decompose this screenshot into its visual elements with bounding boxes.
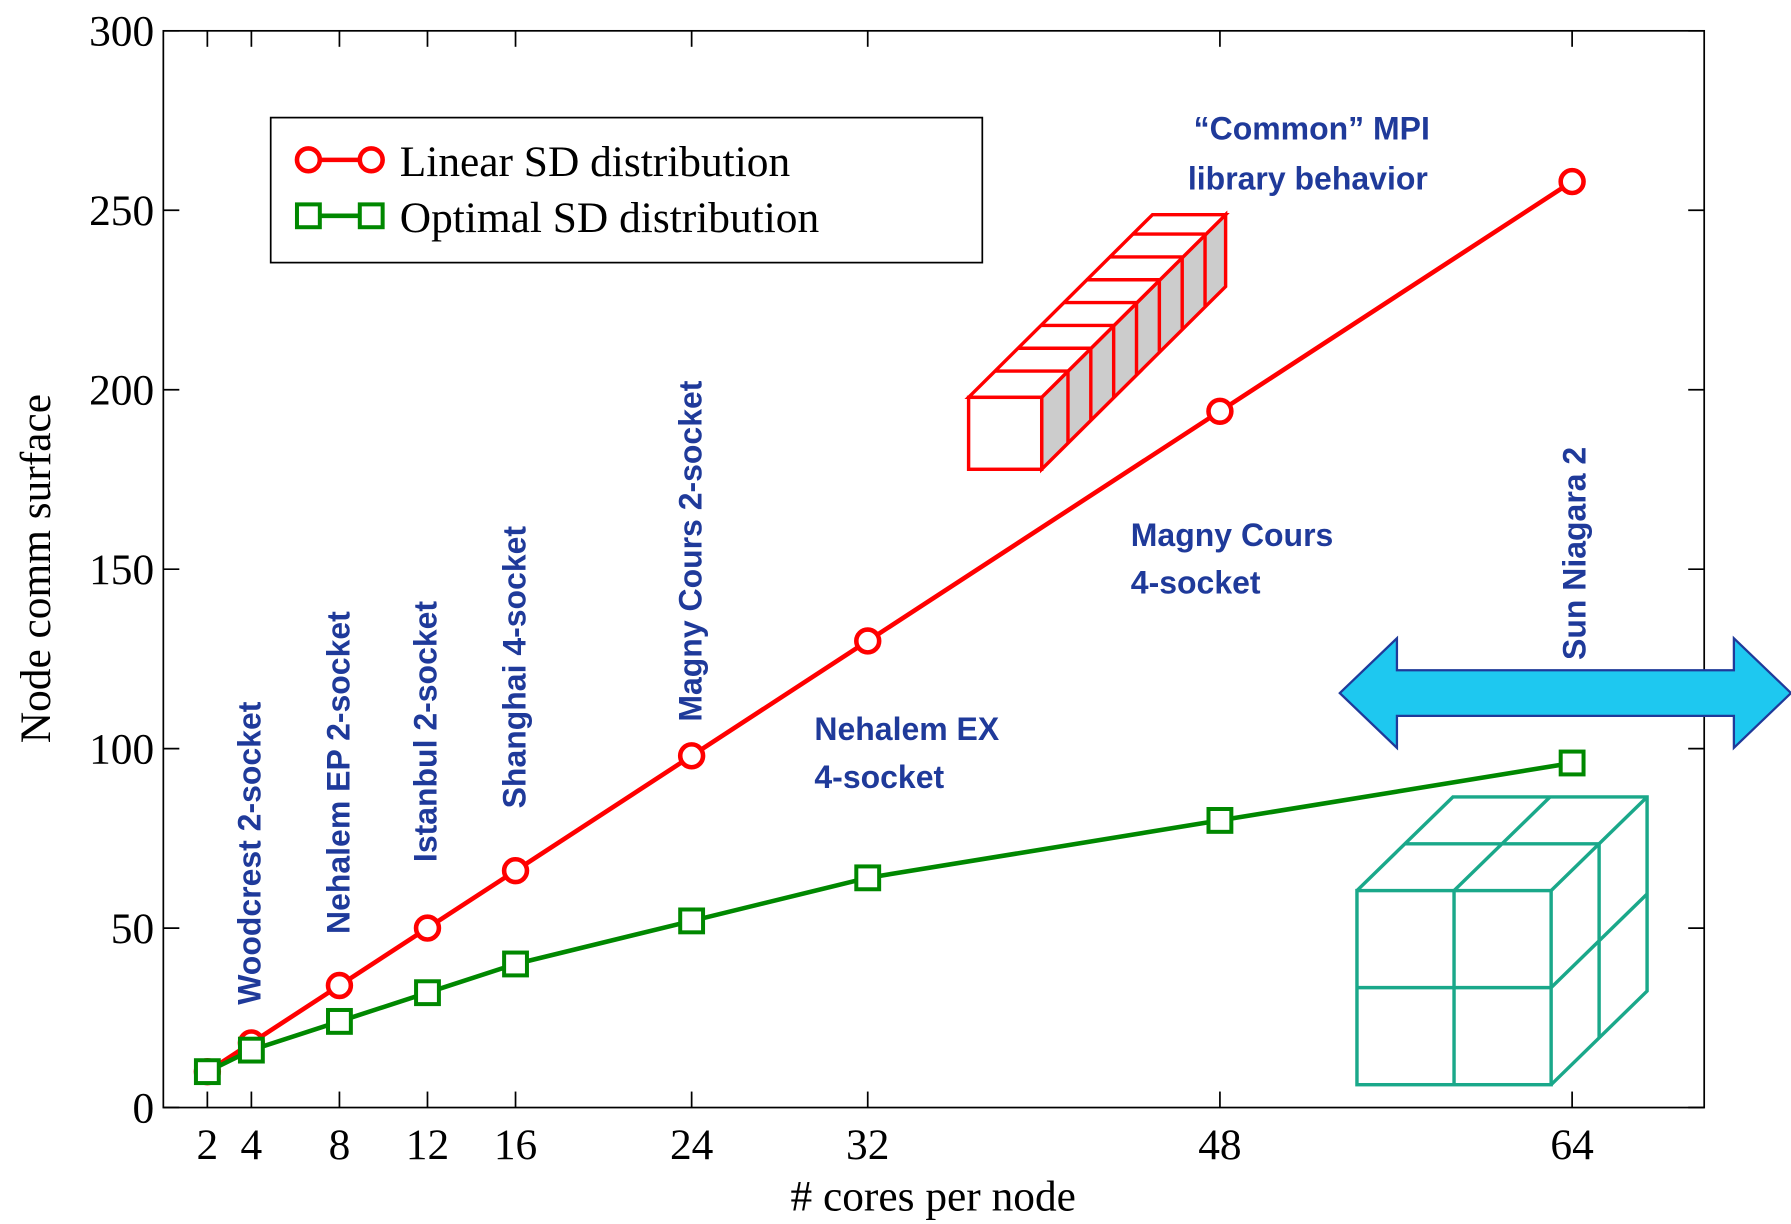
- annotation: Magny Cours 2-socket: [672, 380, 708, 721]
- data-point: [1561, 170, 1584, 193]
- y-tick-label: 250: [89, 187, 154, 235]
- annotation: Istanbul 2-socket: [407, 601, 443, 862]
- data-point: [416, 917, 439, 940]
- data-point: [504, 859, 527, 882]
- data-point: [856, 866, 879, 889]
- annotation: Shanghai 4-socket: [496, 526, 532, 809]
- data-point: [1561, 752, 1584, 775]
- x-tick-label: 24: [670, 1121, 714, 1169]
- y-axis-label: Node comm surface: [12, 394, 60, 743]
- annotation: 4-socket: [814, 759, 944, 795]
- data-point: [328, 974, 351, 997]
- annotation: Nehalem EX: [814, 711, 1000, 747]
- data-point: [680, 744, 703, 767]
- data-point: [680, 909, 703, 932]
- legend-marker: [297, 204, 320, 227]
- legend-marker: [297, 148, 320, 171]
- data-point: [240, 1039, 263, 1062]
- annotation: Nehalem EP 2-socket: [321, 611, 357, 934]
- y-tick-label: 150: [89, 546, 154, 594]
- chart: # cores per node Node comm surface 24812…: [0, 0, 1791, 1224]
- annotation: 4-socket: [1131, 565, 1261, 601]
- y-tick-label: 100: [89, 725, 154, 773]
- data-point: [196, 1060, 219, 1083]
- legend-marker: [360, 148, 383, 171]
- x-tick-label: 2: [197, 1121, 219, 1169]
- data-point: [1209, 400, 1232, 423]
- cube-decomposition: [1357, 797, 1647, 1085]
- annotation: “Common” MPI: [1194, 110, 1430, 146]
- annotation: Woodcrest 2-socket: [231, 701, 267, 1005]
- x-tick-label: 4: [241, 1121, 263, 1169]
- data-point: [328, 1010, 351, 1033]
- x-tick-label: 48: [1198, 1121, 1241, 1169]
- x-tick-label: 12: [406, 1121, 449, 1169]
- y-tick-label: 0: [133, 1084, 155, 1132]
- legend-label: Linear SD distribution: [400, 138, 791, 186]
- annotation: library behavior: [1188, 161, 1428, 197]
- data-point: [856, 630, 879, 653]
- legend-marker: [360, 204, 383, 227]
- annotation: Magny Cours: [1131, 517, 1334, 553]
- x-tick-label: 64: [1550, 1121, 1594, 1169]
- y-tick-label: 50: [111, 905, 154, 953]
- x-axis-label: # cores per node: [790, 1172, 1075, 1220]
- data-point: [504, 953, 527, 976]
- x-tick-label: 8: [329, 1121, 351, 1169]
- y-tick-label: 300: [89, 8, 154, 56]
- y-tick-label: 200: [89, 367, 154, 415]
- data-point: [416, 981, 439, 1004]
- annotation: Sun Niagara 2: [1556, 447, 1592, 660]
- x-tick-label: 32: [846, 1121, 889, 1169]
- x-tick-label: 16: [494, 1121, 537, 1169]
- legend-label: Optimal SD distribution: [400, 194, 820, 242]
- data-point: [1209, 809, 1232, 832]
